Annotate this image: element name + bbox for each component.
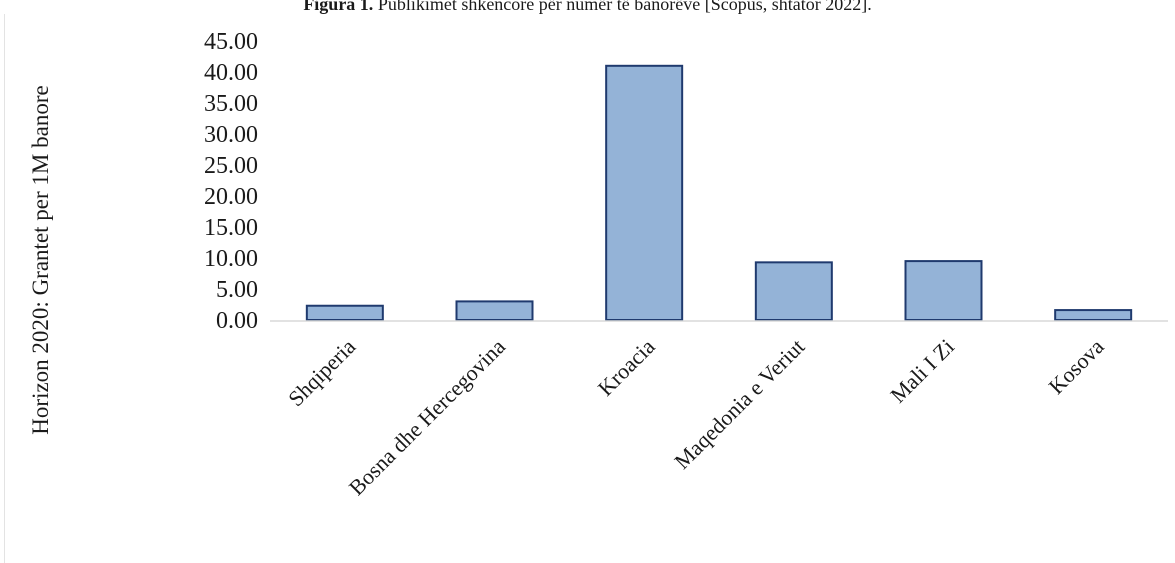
y-tick-label: 35.00 [204, 91, 258, 117]
y-axis-ticks: 0.00 5.00 10.00 15.00 20.00 25.00 30.00 35.00 40… [204, 29, 258, 334]
figure-caption: Figura 1. Publikimet shkencore për numër… [0, 0, 1175, 15]
x-tick-label: Bosna dhe Hercegovina [344, 334, 510, 500]
bar-mali-i-zi [904, 260, 983, 322]
x-tick-label: Mali I Zi [885, 334, 959, 408]
y-tick-label: 40.00 [204, 60, 258, 86]
x-tick-label: Kosova [1043, 334, 1108, 399]
y-tick-label: 10.00 [204, 246, 258, 272]
y-tick-label: 45.00 [204, 29, 258, 55]
frame-border [4, 14, 5, 563]
y-tick-label: 30.00 [204, 122, 258, 148]
x-tick-label: Kroacia [593, 334, 660, 401]
bar-bosna-dhe-hercegovina [455, 300, 534, 321]
caption-text: Publikimet shkencore për numër të banorë… [373, 0, 872, 14]
bar-shqiperia [305, 304, 384, 321]
x-tick-label: Maqedonia e Veriut [669, 334, 809, 474]
y-tick-label: 20.00 [204, 184, 258, 210]
bar-kosova [1054, 309, 1133, 321]
bar-maqedonia-e-veriut [754, 261, 833, 321]
bars [305, 64, 1133, 322]
y-tick-label: 25.00 [204, 153, 258, 179]
bar-kroacia [605, 64, 684, 321]
y-tick-label: 0.00 [216, 308, 258, 334]
y-axis-title: Horizon 2020: Grantet per 1M banore [28, 85, 53, 434]
caption-prefix: Figura 1. [303, 0, 374, 14]
x-tick-label: Shqiperia [283, 334, 360, 411]
y-tick-label: 15.00 [204, 215, 258, 241]
y-tick-label: 5.00 [216, 277, 258, 303]
